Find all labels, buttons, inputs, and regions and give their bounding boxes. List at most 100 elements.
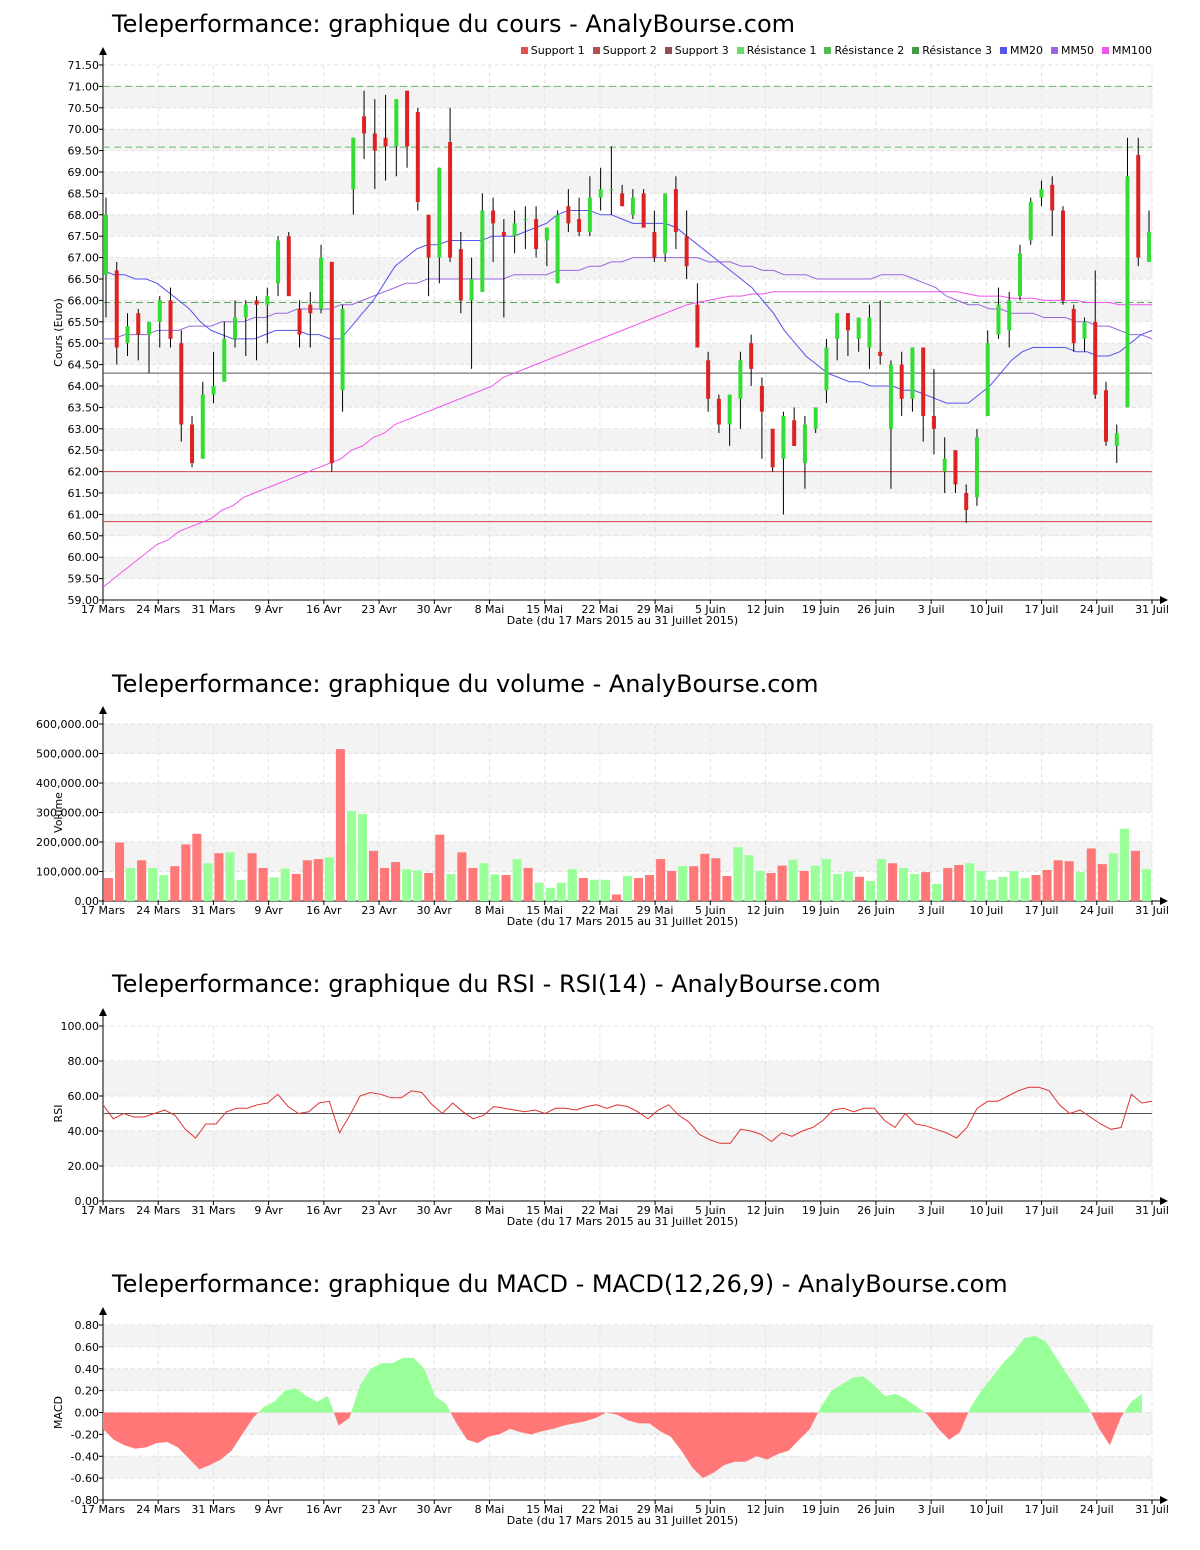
x-tick-label: 31 Juil	[1135, 603, 1169, 616]
legend-swatch	[736, 47, 744, 54]
candle	[405, 90, 410, 168]
candle-body	[297, 308, 302, 335]
volume-bar	[634, 877, 644, 901]
candle	[147, 321, 152, 374]
candle	[931, 368, 936, 455]
grid-band	[103, 86, 1152, 108]
candle-body	[738, 360, 743, 399]
candle	[845, 313, 850, 357]
y-tick-label: 61.00	[68, 508, 100, 521]
y-tick-label: 69.00	[68, 166, 100, 179]
candle-body	[480, 210, 485, 292]
candle	[577, 197, 582, 237]
candle-body	[781, 415, 786, 459]
x-tick-label: 15 Mai	[526, 603, 563, 616]
grid-band	[103, 783, 1152, 813]
legend-item: MM20	[1000, 44, 1043, 57]
grid-band	[103, 343, 1152, 365]
y-tick-label: 100.00	[61, 1020, 100, 1033]
x-tick-label: 22 Mai	[582, 1204, 619, 1217]
volume-bar	[269, 877, 279, 901]
y-tick-label: 600,000.00	[36, 718, 99, 731]
candle	[351, 137, 356, 215]
candle-body	[792, 420, 797, 446]
candle	[695, 283, 700, 348]
volume-bar	[369, 850, 379, 901]
candle	[942, 437, 947, 493]
x-tick-label: 8 Mai	[475, 904, 505, 917]
candle	[1071, 304, 1076, 352]
volume-bar	[722, 875, 732, 901]
x-tick-label: 12 Juin	[747, 904, 785, 917]
candle-body	[405, 90, 410, 147]
candle-body	[1060, 210, 1065, 301]
candle	[598, 167, 603, 211]
y-axis-label: RSI	[52, 1105, 65, 1123]
candle-body	[114, 270, 119, 348]
macd-positive-area	[258, 1388, 334, 1413]
y-tick-label: 65.50	[68, 316, 100, 329]
x-tick-label: 24 Juil	[1080, 1204, 1114, 1217]
volume-chart-title: Teleperformance: graphique du volume - A…	[112, 670, 819, 698]
candle	[469, 257, 474, 369]
candle-body	[587, 197, 592, 232]
volume-bar	[346, 811, 356, 901]
grid-band	[103, 842, 1152, 872]
candle	[458, 231, 463, 314]
candle-body	[974, 437, 979, 498]
candle	[233, 300, 238, 348]
volume-bar	[490, 874, 500, 901]
volume-bar	[291, 873, 301, 901]
y-tick-label: 67.50	[68, 230, 100, 243]
candle	[781, 411, 786, 515]
candle-body	[555, 214, 560, 284]
candle-body	[415, 112, 420, 202]
x-tick-label: 24 Mars	[136, 1204, 180, 1217]
candle-body	[1114, 433, 1119, 446]
candle	[136, 308, 141, 361]
volume-bar	[523, 867, 533, 901]
y-tick-label: 60.00	[68, 551, 100, 564]
grid-band	[103, 214, 1152, 237]
candle-body	[437, 167, 442, 258]
y-tick-label: 70.50	[68, 102, 100, 115]
y-tick-label: 0.40	[75, 1363, 100, 1376]
x-tick-label: 12 Juin	[747, 603, 785, 616]
legend-swatch	[1051, 47, 1059, 54]
x-tick-label: 19 Juin	[802, 603, 840, 616]
x-tick-label: 8 Mai	[475, 1204, 505, 1217]
candle-body	[598, 189, 603, 198]
candle	[641, 189, 646, 228]
candle-body	[663, 193, 668, 254]
macd-chart-title: Teleperformance: graphique du MACD - MAC…	[112, 1270, 1008, 1298]
candle	[888, 360, 893, 489]
volume-bar	[899, 867, 909, 901]
volume-bar	[380, 867, 390, 901]
candle	[1093, 270, 1098, 399]
x-tick-label: 24 Juil	[1080, 1503, 1114, 1516]
legend-item: MM100	[1102, 44, 1152, 57]
y-axis-label: Volume	[52, 792, 65, 833]
candle	[265, 287, 270, 344]
volume-chart: 0.00 100,000.00 200,000.00 300,000.00 400,00…	[36, 706, 1169, 928]
x-axis-arrow	[1160, 596, 1168, 604]
x-tick-label: 17 Juil	[1025, 603, 1059, 616]
candle-body	[168, 300, 173, 339]
legend-item: Résistance 1	[736, 44, 816, 57]
macd-positive-area	[968, 1335, 1092, 1413]
legend-swatch	[1102, 47, 1110, 54]
candle	[394, 99, 399, 177]
candle-body	[544, 227, 549, 241]
macd-positive-area	[1124, 1393, 1142, 1413]
candle-body	[1136, 154, 1141, 258]
candle-body	[190, 424, 195, 464]
rsi-chart-title: Teleperformance: graphique du RSI - RSI(…	[112, 970, 881, 998]
volume-bar	[115, 842, 125, 901]
y-tick-label: 100,000.00	[36, 866, 99, 879]
grid-band	[103, 557, 1152, 579]
volume-bar	[203, 863, 213, 901]
candle-body	[426, 214, 431, 258]
price-chart-block: Teleperformance: graphique du cours - An…	[0, 0, 1200, 640]
x-tick-label: 29 Mai	[637, 1204, 674, 1217]
x-tick-label: 31 Mars	[191, 1204, 235, 1217]
